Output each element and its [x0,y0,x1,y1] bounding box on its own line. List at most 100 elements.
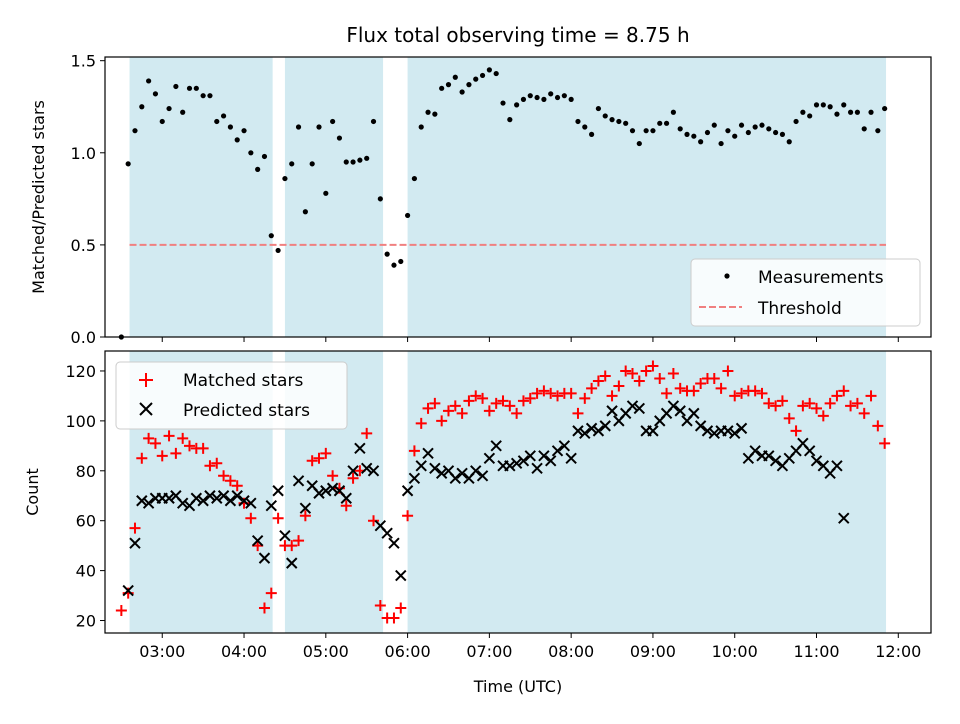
matched-star-point [286,540,298,552]
measurement-point [793,118,799,125]
measurement-point [439,85,445,91]
x-axis-label: Time (UTC) [473,677,562,696]
predicted-star-point [122,584,134,597]
x-tick-label: 07:00 [466,642,512,661]
matched-star-point [872,420,884,432]
matched-star-point [156,450,168,462]
matched-star-point [197,442,209,454]
x-tick-label: 04:00 [221,642,267,661]
predicted-star-point [279,529,291,542]
measurement-point [773,129,779,136]
count-panel: 20 40 60 80 100 120 03:00 04:00 05:00 06:00 07:00… [23,350,932,696]
measurement-point [214,118,220,125]
measurement-point [350,159,356,165]
predicted-star-point [388,537,400,549]
matched-star-point [640,365,652,377]
predicted-star-point [708,427,720,440]
matched-legend-marker [139,373,153,387]
predicted-star-point [565,452,577,465]
measurement-point [684,131,690,137]
measurement-point [786,139,792,145]
measurement-point [663,120,670,126]
matched-star-point [177,432,189,444]
predicted-star-point [190,492,203,504]
measurement-point [309,161,315,167]
measurement-point [534,94,540,101]
measurement-point [813,102,820,108]
x-tick-label: 09:00 [630,642,676,661]
measurement-point [139,104,145,110]
predicted-star-point [299,502,312,514]
y-tick-label: 120 [65,362,96,381]
count-legend-box [115,361,348,430]
matched-star-point [674,382,686,394]
predicted-star-point [204,490,216,502]
matched-star-point [477,392,489,404]
threshold-legend-label: Threshold [757,299,842,319]
matched-star-point [258,602,270,614]
predicted-star-point [803,445,816,457]
predicted-star-point [769,455,782,467]
x-tick-label: 11:00 [793,642,839,661]
measurement-point [207,93,213,99]
matched-star-point [599,370,611,382]
predicted-star-point [381,527,393,539]
observing-interval-band [284,57,384,337]
measurement-point [186,85,193,91]
predicted-star-point [531,462,543,474]
measurement-point [377,196,383,202]
predicted-star-point [606,405,618,417]
matched-star-point [633,375,645,387]
matched-star-point [695,377,707,389]
matched-star-point [449,400,461,412]
predicted-star-point [599,420,611,432]
measurement-point [800,109,806,115]
measurement-point [841,102,847,108]
measurement-point [868,109,874,115]
measurement-point [302,209,308,215]
matched-star-point [361,427,373,439]
matched-star-point [218,470,230,482]
measurement-point [691,133,697,139]
measurement-point [861,126,867,132]
predicted-star-point [449,472,462,484]
matched-star-point [347,472,359,484]
predicted-star-point [429,462,441,474]
predicted-star-point [408,472,421,484]
measurement-point [323,190,329,196]
measurement-point [132,128,138,134]
matched-star-point [811,402,823,414]
measurement-point [261,153,268,160]
matched-star-point [463,395,475,407]
predicted-star-point [258,552,271,564]
predicted-star-point [401,485,414,497]
measurement-point [459,89,465,95]
matched-star-point [790,425,802,437]
predicted-star-point [551,445,564,457]
predicted-star-point [579,427,591,440]
matched-star-point [797,400,809,412]
ratio-panel-frame [104,56,932,338]
matched-star-point [654,372,666,384]
matched-star-point [170,447,182,459]
matched-star-point [136,452,148,464]
matched-star-point [817,410,829,422]
measurement-point [466,82,472,88]
predicted-star-point [367,465,380,477]
measurement-point [609,117,615,123]
predicted-star-point [238,495,250,507]
measurement-point [432,111,438,117]
y-tick-label: 0.0 [71,328,96,347]
measurement-point [759,122,765,128]
matched-star-point [879,437,891,449]
measurement-point [602,113,608,119]
measurement-point [582,124,588,130]
measurements-legend-label: Measurements [758,268,884,288]
measurement-point [404,212,411,219]
measurement-point [473,76,479,82]
measurement-point [718,140,724,147]
predicted-star-point [272,485,284,497]
matched-star-point [586,382,598,394]
matched-star-point [415,417,427,429]
measurement-point [125,161,131,167]
